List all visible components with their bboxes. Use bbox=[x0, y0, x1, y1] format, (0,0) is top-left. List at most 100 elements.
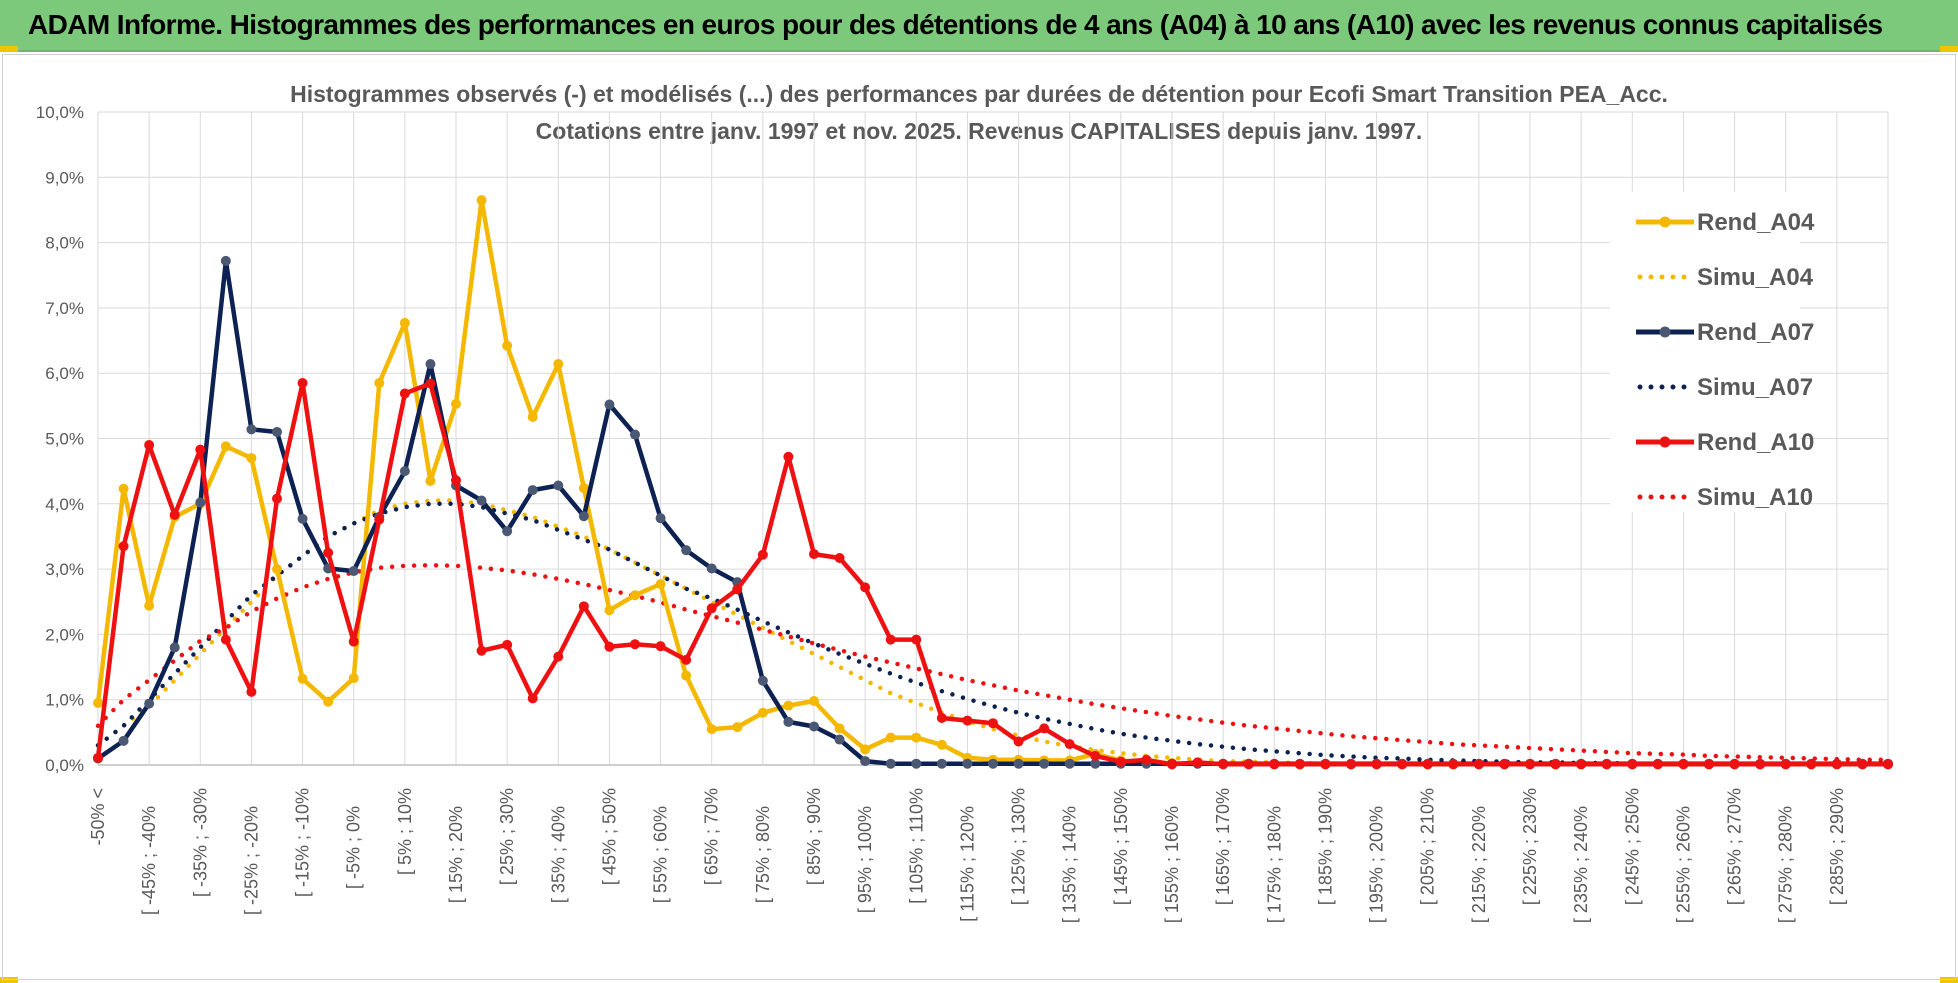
x-tick-label: [ 105% ; 110% bbox=[906, 788, 926, 904]
legend-marker bbox=[1659, 216, 1671, 228]
data-point bbox=[681, 670, 692, 681]
data-point bbox=[144, 440, 155, 451]
data-point bbox=[911, 634, 922, 645]
data-point bbox=[1627, 759, 1638, 770]
data-point bbox=[681, 545, 692, 556]
data-point bbox=[809, 549, 819, 560]
data-point bbox=[1064, 739, 1075, 750]
data-point bbox=[118, 483, 129, 494]
data-point bbox=[323, 547, 334, 558]
data-point bbox=[1883, 759, 1893, 770]
data-point bbox=[578, 483, 589, 494]
data-point bbox=[962, 758, 973, 769]
data-point bbox=[1652, 759, 1663, 770]
y-axis: 0,0% 1,0% 2,0% 3,0% 4,0% 5,0% 6,0% 7,0% 8,0% 9,0%… bbox=[36, 103, 84, 775]
y-tick-label: 1,0% bbox=[45, 691, 84, 710]
data-point bbox=[374, 377, 385, 388]
data-point bbox=[834, 734, 845, 745]
data-point bbox=[578, 511, 589, 522]
x-tick-label: [ 235% ; 240% bbox=[1571, 806, 1591, 923]
x-tick-label: -50% < bbox=[88, 788, 108, 846]
data-point bbox=[1448, 759, 1459, 770]
x-tick-label: [ 45% ; 50% bbox=[599, 788, 619, 885]
x-tick-label: [ 65% ; 70% bbox=[702, 788, 722, 885]
data-point bbox=[348, 566, 359, 577]
data-point bbox=[195, 444, 206, 455]
x-tick-label: [ 25% ; 30% bbox=[497, 788, 517, 885]
x-tick-label: [ 215% ; 220% bbox=[1469, 806, 1489, 923]
data-point bbox=[272, 426, 282, 437]
x-tick-label: [ 145% ; 150% bbox=[1111, 788, 1131, 905]
x-tick-label: [ 5% ; 10% bbox=[395, 788, 415, 875]
data-point bbox=[297, 673, 308, 684]
data-point bbox=[757, 675, 768, 686]
data-point bbox=[834, 723, 845, 734]
data-point bbox=[706, 724, 717, 735]
x-tick-label: [ 185% ; 190% bbox=[1315, 788, 1335, 905]
chart-subtitle: Cotations entre janv. 1997 et nov. 2025.… bbox=[536, 118, 1423, 144]
data-point bbox=[885, 758, 896, 769]
data-point bbox=[1857, 759, 1868, 770]
chart-frame bbox=[2, 54, 1956, 980]
data-point bbox=[630, 639, 640, 650]
data-point bbox=[425, 475, 436, 486]
gridlines bbox=[97, 111, 1889, 766]
data-point bbox=[834, 552, 845, 563]
data-point bbox=[757, 707, 768, 718]
legend-marker bbox=[1659, 326, 1671, 338]
y-tick-label: 10,0% bbox=[36, 103, 84, 122]
x-tick-label: [ 155% ; 160% bbox=[1162, 806, 1182, 923]
data-point bbox=[1090, 750, 1101, 761]
data-point bbox=[1525, 759, 1535, 770]
data-point bbox=[1218, 759, 1229, 770]
data-point bbox=[1473, 759, 1484, 770]
data-point bbox=[1013, 758, 1024, 769]
data-point bbox=[1550, 759, 1561, 770]
report-title: ADAM Informe. Histogrammes des performan… bbox=[28, 9, 1883, 40]
x-tick-label: [ 265% ; 270% bbox=[1725, 788, 1745, 905]
data-point bbox=[399, 466, 410, 477]
data-point bbox=[297, 513, 308, 524]
data-point bbox=[246, 686, 257, 697]
data-point bbox=[604, 399, 615, 410]
data-point bbox=[144, 600, 155, 611]
data-point bbox=[706, 603, 717, 614]
x-tick-label: [ 95% ; 100% bbox=[855, 806, 875, 913]
x-tick-label: [ 285% ; 290% bbox=[1827, 788, 1847, 905]
x-tick-label: [ -15% ; -10% bbox=[293, 788, 313, 897]
data-point bbox=[783, 451, 794, 462]
x-tick-label: [ 245% ; 250% bbox=[1622, 788, 1642, 905]
data-point bbox=[425, 378, 436, 389]
data-point bbox=[732, 584, 743, 595]
y-tick-label: 8,0% bbox=[45, 234, 84, 253]
data-point bbox=[936, 758, 947, 769]
data-point bbox=[936, 712, 947, 723]
x-tick-label: [ 15% ; 20% bbox=[446, 806, 466, 903]
data-point bbox=[272, 493, 282, 504]
data-point bbox=[527, 485, 538, 496]
y-tick-label: 5,0% bbox=[45, 430, 84, 449]
data-point bbox=[655, 641, 666, 652]
data-point bbox=[476, 495, 487, 506]
data-point bbox=[1729, 759, 1740, 770]
x-tick-label: [ 175% ; 180% bbox=[1264, 806, 1284, 923]
data-point bbox=[630, 429, 640, 440]
data-point bbox=[655, 579, 666, 590]
x-tick-label: [ 195% ; 200% bbox=[1367, 806, 1387, 923]
data-point bbox=[1422, 759, 1433, 770]
data-point bbox=[885, 634, 896, 645]
data-point bbox=[118, 541, 129, 552]
data-point bbox=[297, 377, 308, 388]
data-point bbox=[93, 697, 103, 708]
data-point bbox=[451, 398, 461, 409]
series-simu_a10 bbox=[95, 562, 1891, 763]
legend-label: Rend_A10 bbox=[1697, 429, 1814, 456]
data-point bbox=[630, 590, 640, 601]
data-point bbox=[195, 497, 206, 508]
data-point bbox=[604, 605, 615, 616]
x-tick-label: [ -5% ; 0% bbox=[344, 806, 364, 889]
data-point bbox=[246, 453, 257, 464]
x-tick-label: [ 225% ; 230% bbox=[1520, 788, 1540, 905]
data-point bbox=[272, 564, 282, 575]
